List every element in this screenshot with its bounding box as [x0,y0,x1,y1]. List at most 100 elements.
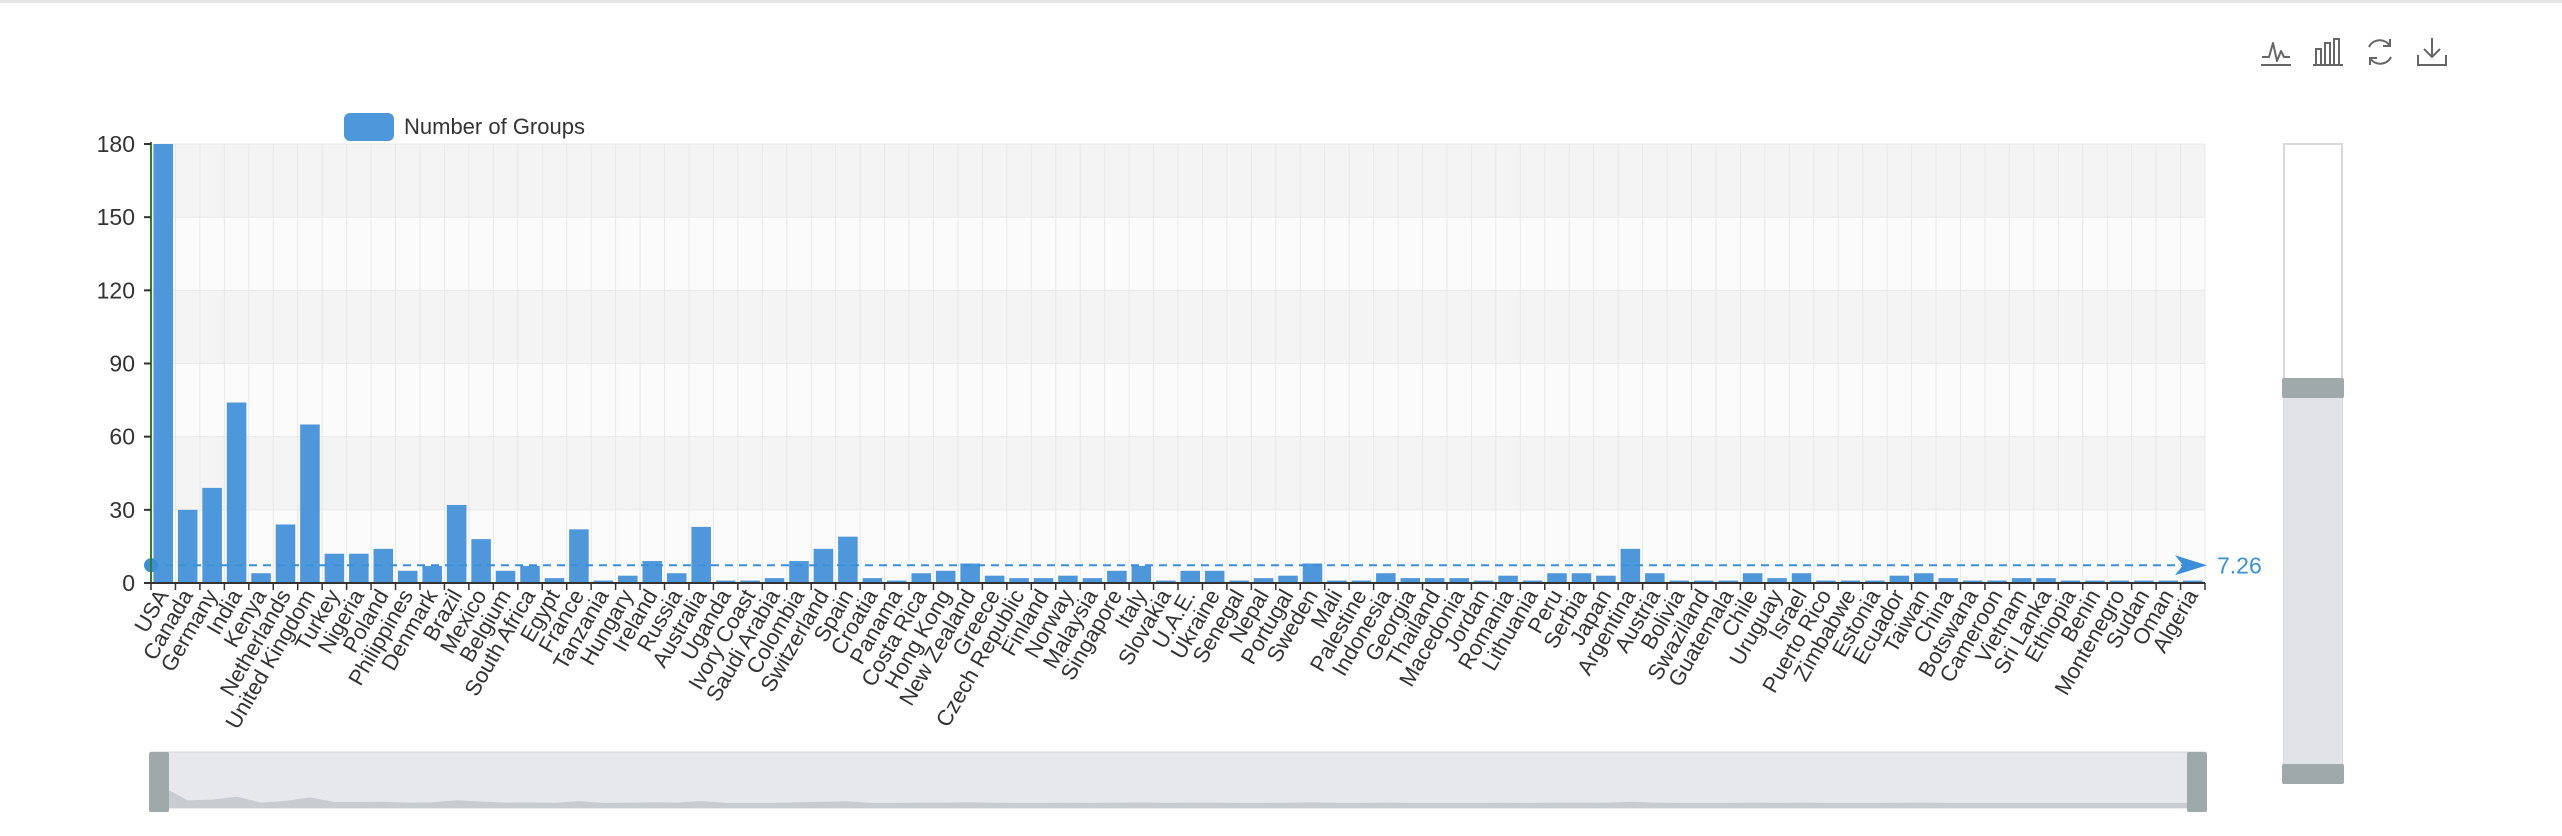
bar[interactable] [911,573,932,583]
bar[interactable] [1987,580,2007,583]
bar[interactable] [1107,570,1127,583]
bar[interactable] [1473,580,1494,583]
bar[interactable] [324,553,345,583]
bar[interactable] [1596,575,1616,583]
bar[interactable] [251,573,271,583]
bar[interactable] [1742,573,1763,583]
bar[interactable] [446,504,467,583]
bar-chart-button[interactable] [2310,34,2346,70]
bar[interactable] [2085,580,2105,583]
bar[interactable] [618,575,638,583]
save-image-button[interactable] [2414,34,2450,70]
bar[interactable] [593,580,614,583]
bar[interactable] [1009,578,1029,583]
bar[interactable] [1302,563,1323,583]
datazoom-handle-left[interactable] [149,752,169,812]
bar[interactable] [1816,580,1836,583]
bar[interactable] [2011,578,2032,583]
bar[interactable] [740,580,760,583]
bar[interactable] [1082,578,1103,583]
bar[interactable] [153,144,174,583]
bar[interactable] [1840,580,1861,583]
bar[interactable] [1058,575,1078,583]
bar[interactable] [1278,575,1298,583]
vertical-datazoom[interactable] [2282,143,2344,784]
vertical-datazoom-handle-top[interactable] [2282,378,2344,398]
bar[interactable] [422,565,442,583]
bar[interactable] [1718,580,1738,583]
vertical-datazoom-window[interactable] [2284,388,2342,782]
grid-lines [150,143,2206,584]
bar[interactable] [1376,573,1396,583]
line-chart-button[interactable] [2258,34,2294,70]
horizontal-datazoom[interactable] [149,751,2207,812]
bar[interactable] [1327,580,1347,583]
bar[interactable] [2134,580,2154,583]
datazoom-track[interactable] [150,751,2206,809]
bar[interactable] [1938,578,1959,583]
bar[interactable] [887,580,907,583]
bar[interactable] [1645,573,1665,583]
bar[interactable] [1498,575,1518,583]
bar[interactable] [1400,578,1421,583]
bar[interactable] [838,536,858,583]
datazoom-handle-right[interactable] [2187,752,2207,812]
bar[interactable] [349,553,369,583]
bar[interactable] [1449,578,1469,583]
bar[interactable] [544,578,565,583]
bar[interactable] [666,573,687,583]
bar[interactable] [862,578,883,583]
bar[interactable] [1033,578,1054,583]
bar[interactable] [2036,578,2056,583]
bar[interactable] [1229,580,1249,583]
bar[interactable] [789,561,809,583]
bar[interactable] [373,548,394,583]
bar[interactable] [1914,573,1934,583]
bar[interactable] [1547,573,1567,583]
bar[interactable] [1424,578,1445,583]
bar[interactable] [764,578,785,583]
bar[interactable] [1620,548,1641,583]
bar[interactable] [1351,580,1372,583]
bar[interactable] [642,561,663,583]
bar[interactable] [1571,573,1592,583]
bar[interactable] [177,509,198,583]
bar[interactable] [520,565,540,583]
bar[interactable] [2060,580,2081,583]
bar[interactable] [1693,580,1714,583]
bar[interactable] [300,424,320,583]
bar[interactable] [2182,580,2203,583]
bar[interactable] [1253,578,1274,583]
bar[interactable] [984,575,1005,583]
bar[interactable] [226,402,247,583]
restore-button[interactable] [2362,34,2398,70]
bar[interactable] [1865,580,1885,583]
bar[interactable] [691,526,711,583]
bar[interactable] [202,487,222,583]
legend[interactable]: Number of Groups [344,113,585,141]
bar[interactable] [2109,580,2130,583]
bar[interactable] [275,524,296,583]
markline-arrow [2175,555,2207,576]
bar[interactable] [1669,580,1690,583]
bar[interactable] [1889,575,1910,583]
bar[interactable] [1180,570,1201,583]
bar[interactable] [715,580,736,583]
bar[interactable] [960,563,980,583]
bar[interactable] [495,570,516,583]
bar[interactable] [1767,578,1787,583]
bar[interactable] [1791,573,1812,583]
bar[interactable] [935,570,956,583]
bar[interactable] [569,529,589,583]
vertical-datazoom-handle-bottom[interactable] [2282,764,2344,784]
markline-label: 7.26 [2217,552,2262,578]
bar[interactable] [1155,580,1176,583]
bar[interactable] [1962,580,1983,583]
bar[interactable] [1204,570,1225,583]
average-markline: 7.26 [144,552,2262,578]
bar[interactable] [397,570,418,583]
bar[interactable] [1131,565,1152,583]
bar[interactable] [1522,580,1543,583]
bar[interactable] [471,539,491,583]
bar[interactable] [2158,580,2179,583]
